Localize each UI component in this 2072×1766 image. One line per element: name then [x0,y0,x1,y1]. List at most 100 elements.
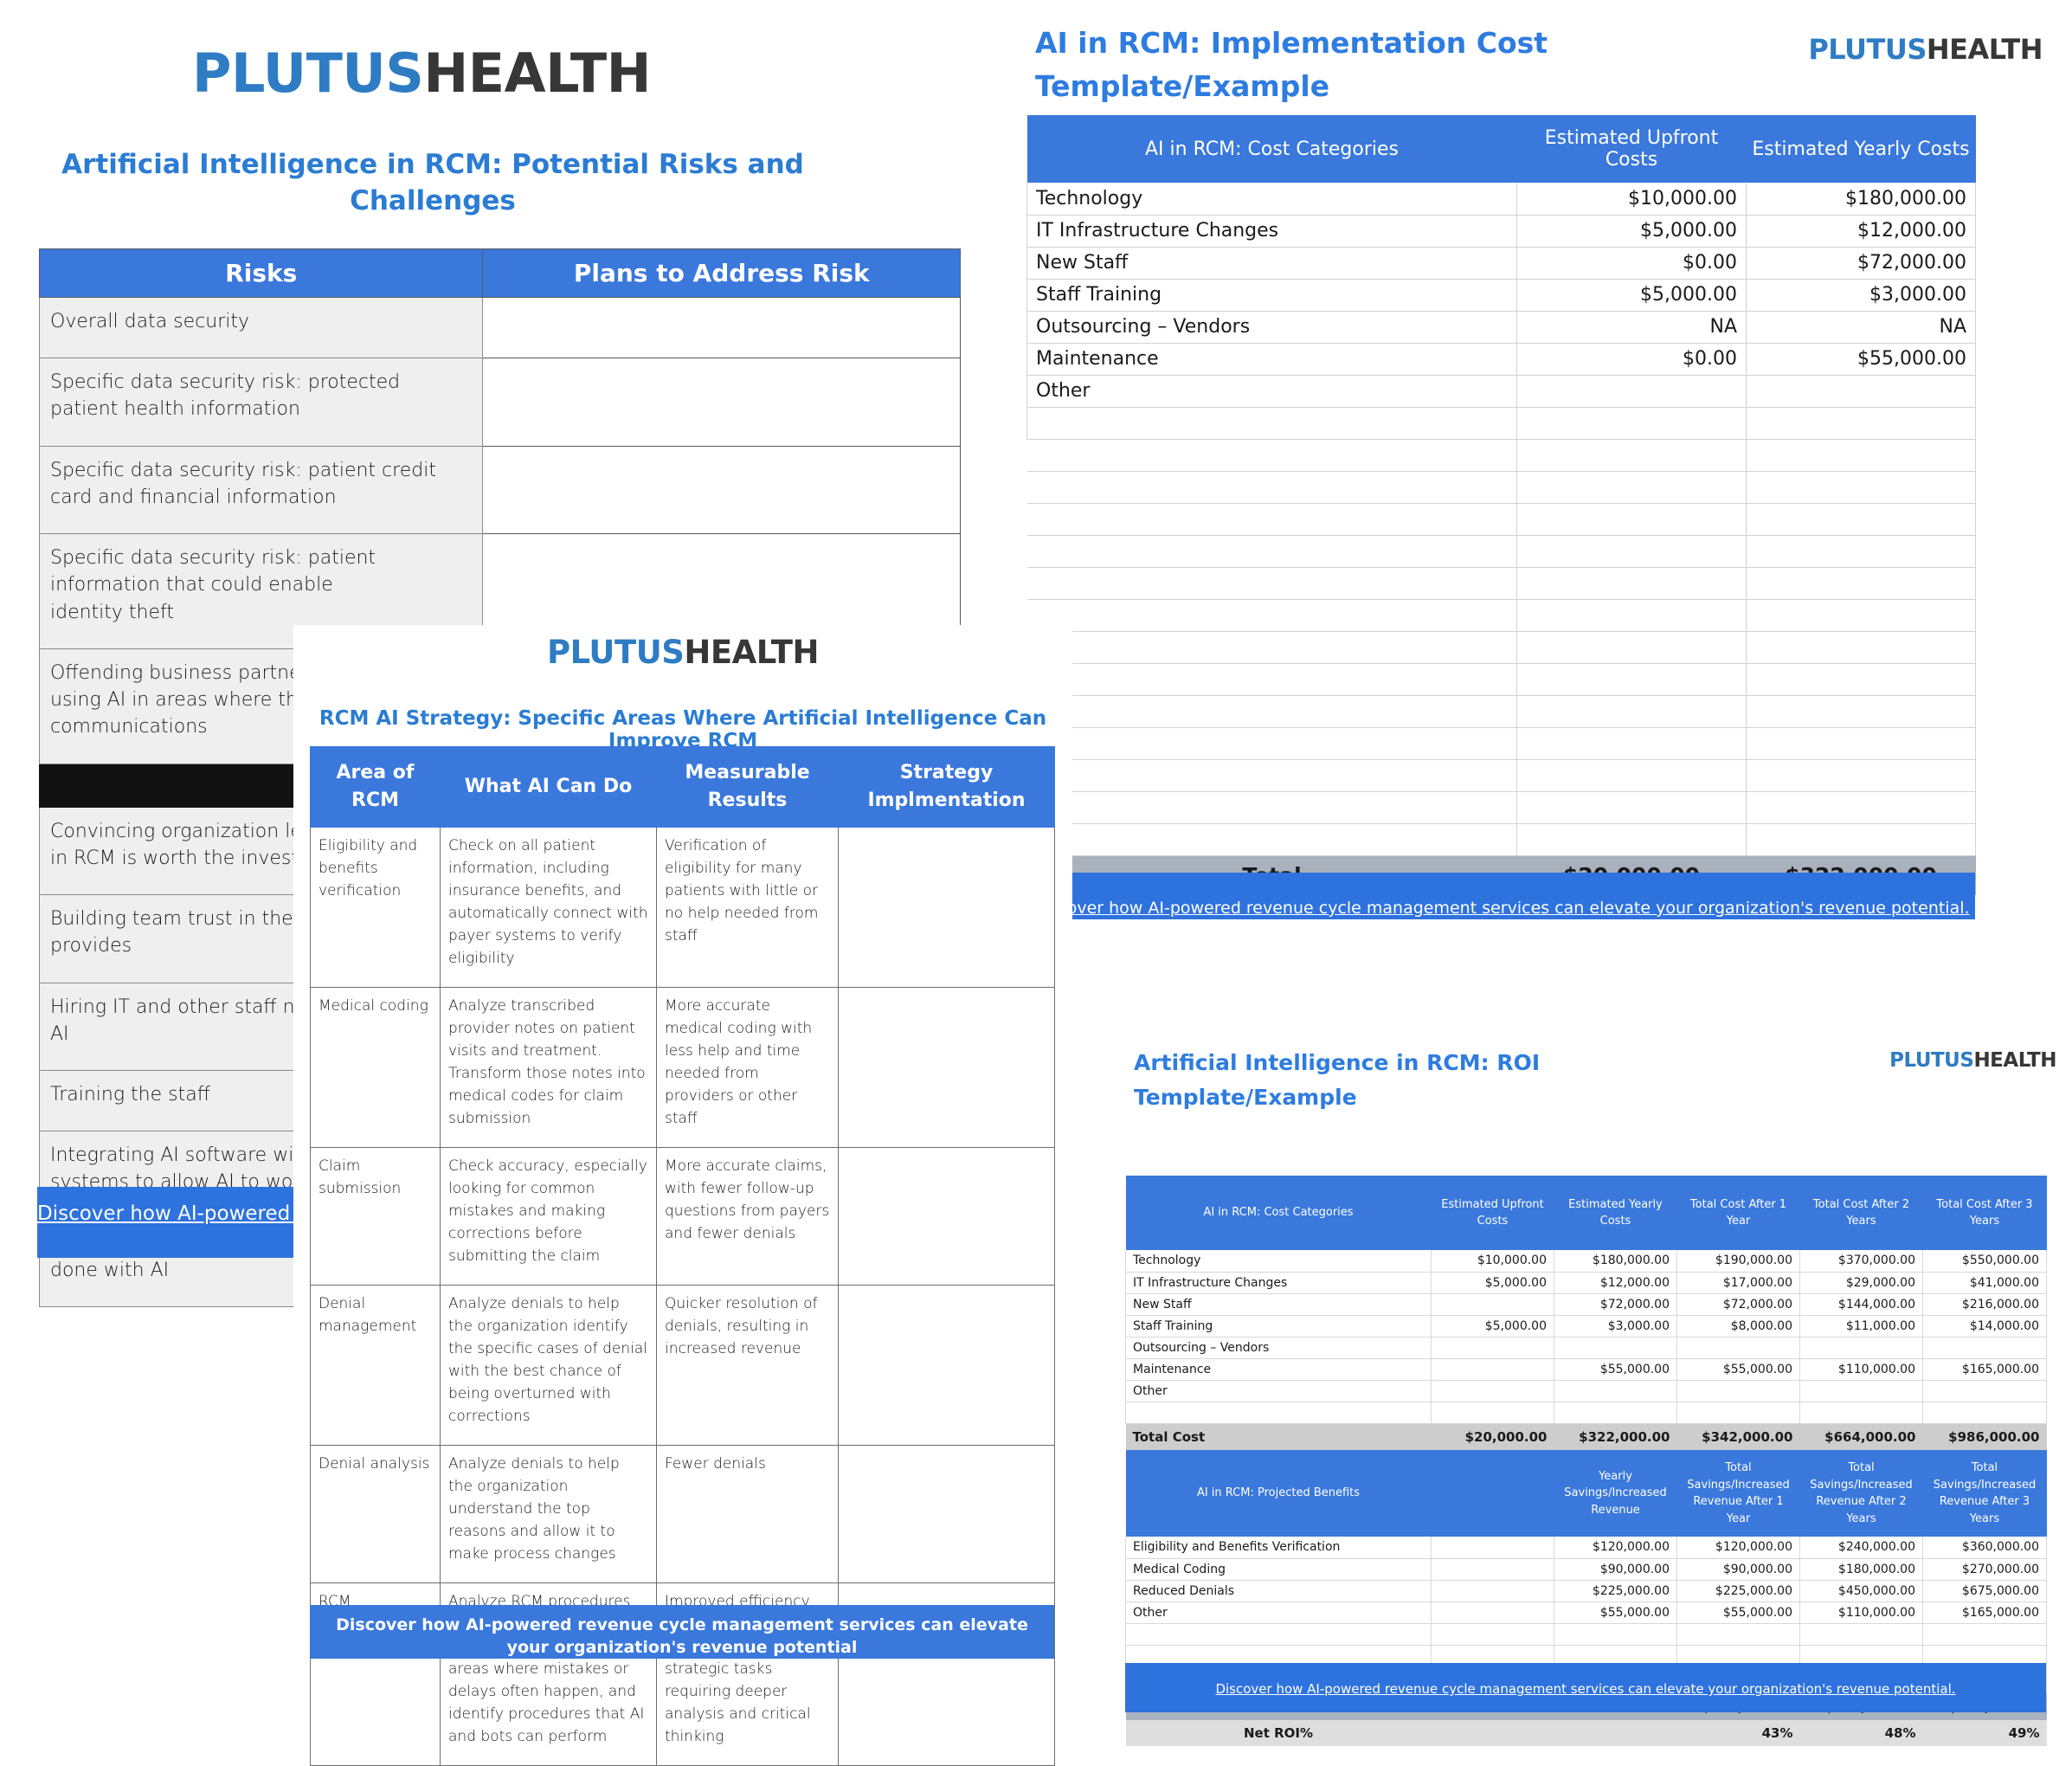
table-row [1026,599,1976,632]
table-header-row: Risks Plans to Address Risk [38,248,961,298]
risk-plan-cell[interactable] [482,296,961,359]
cost-category [1026,663,1517,696]
table-row: Denial analysis Analyze denials to help t… [310,1445,1055,1583]
plutushealth-logo: PLUTUSHEALTH [1889,1049,2056,1072]
table-row: Denial management Analyze denials to help… [310,1285,1055,1446]
col-yearly-savings: Yearly Savings/Increased Revenue [1554,1450,1677,1537]
benefit-blank [1431,1623,1554,1646]
savings-2yr: $450,000.00 [1799,1580,1923,1602]
savings-2yr: $110,000.00 [1799,1602,1923,1624]
logo-text-plutus: PLUTUS [192,42,424,105]
cost-category: Outsourcing – Vendors [1125,1337,1432,1359]
cost-cta-banner[interactable]: Discover how AI-powered revenue cycle ma… [1026,873,1975,919]
net-roi-percent-row: Net ROI% 43% 48% 49% [1125,1720,2047,1746]
upfront-cost [1516,695,1747,728]
benefit-blank [1431,1537,1554,1559]
table-row: IT Infrastructure Changes $5,000.00 $12,00… [1125,1272,2047,1294]
col-total-savings-3yr: Total Savings/Increased Revenue After 3 … [1922,1450,2047,1537]
cost-category: IT Infrastructure Changes [1125,1272,1432,1294]
col-total-1yr: Total Cost After 1 Year [1676,1176,1800,1250]
total-cost-row: Total Cost $20,000.00 $322,000.00 $342,000.… [1125,1423,2047,1450]
upfront-cost: $5,000.00 [1431,1272,1554,1294]
cost-cta-link[interactable]: Discover how AI-powered revenue cycle ma… [1032,899,1970,918]
table-row [1125,1623,2047,1646]
savings-3yr: $165,000.00 [1922,1602,2047,1624]
yearly-savings: $225,000.00 [1554,1580,1677,1602]
table-row [1026,471,1976,504]
table-row [1026,695,1976,728]
roi-cta-link[interactable]: Discover how AI-powered revenue cycle ma… [1215,1681,1956,1697]
risk-plan-cell[interactable] [482,445,961,535]
measurable-results: More accurate medical coding with less h… [656,987,839,1148]
strategy-implementation-cell[interactable] [838,1285,1055,1446]
total-2yr: $370,000.00 [1799,1250,1923,1273]
total-2yr: $11,000.00 [1799,1315,1923,1337]
yearly-cost [1746,663,1976,696]
roi-cta-banner[interactable]: Discover how AI-powered revenue cycle ma… [1125,1663,2046,1712]
table-row: Claim submission Check accuracy, especial… [310,1147,1055,1286]
benefit-category: Reduced Denials [1125,1580,1432,1602]
cost-category [1026,695,1517,728]
table-header-row: Area of RCM What AI Can Do Measurable Re… [310,746,1055,828]
total-cost-3yr: $986,000.00 [1922,1423,2047,1450]
roi-table-wrap: AI in RCM: Cost Categories Estimated Upfr… [1125,1176,2047,1746]
plutushealth-logo: PLUTUSHEALTH [293,634,1072,671]
net-roi-percent-1yr: 43% [1676,1720,1800,1746]
page-title-roi: Artificial Intelligence in RCM: ROI Temp… [1134,1050,1541,1110]
yearly-cost: $3,000.00 [1746,279,1976,312]
yearly-cost [1746,535,1976,568]
yearly-cost [1746,439,1976,472]
col-measurable-results: Measurable Results [656,746,839,828]
upfront-cost [1516,727,1747,760]
col-blank [1431,1450,1554,1537]
table-row [1026,759,1976,792]
what-ai-can-do: Check accuracy, especially looking for c… [440,1147,657,1286]
savings-1yr: $90,000.00 [1676,1558,1800,1581]
savings-2yr [1799,1623,1923,1646]
upfront-cost [1431,1380,1554,1402]
col-upfront-cost: Estimated Upfront Costs [1431,1176,1554,1250]
cost-category: Technology [1026,183,1517,216]
total-1yr: $72,000.00 [1676,1293,1800,1316]
col-risks: Risks [38,248,484,298]
cost-category [1026,759,1517,792]
col-area-of-rcm: Area of RCM [310,746,441,828]
total-2yr: $110,000.00 [1799,1358,1923,1381]
benefit-category: Medical Coding [1125,1558,1432,1581]
col-yearly-cost: Estimated Yearly Costs [1554,1176,1677,1250]
total-1yr: $190,000.00 [1676,1250,1800,1273]
cost-category [1026,823,1517,856]
total-3yr [1922,1337,2047,1359]
logo-text-health: HEALTH [1926,33,2043,66]
strategy-implementation-cell[interactable] [838,1147,1055,1286]
cost-category: Outsourcing – Vendors [1026,311,1517,344]
table-row [1125,1402,2047,1424]
upfront-cost: $5,000.00 [1516,215,1747,248]
upfront-cost: $10,000.00 [1431,1250,1554,1273]
total-2yr: $144,000.00 [1799,1293,1923,1316]
what-ai-can-do: Analyze transcribed provider notes on pa… [440,987,657,1148]
table-row: Eligibility and benefits verification Che… [310,827,1055,988]
strategy-implementation-cell[interactable] [838,1445,1055,1583]
risk-label: Specific data security risk: patient cre… [38,445,484,535]
strategy-cta-banner[interactable]: Discover how AI-powered revenue cycle ma… [310,1605,1054,1659]
table-row: Other [1026,375,1976,408]
cost-category [1026,503,1517,536]
risk-plan-cell[interactable] [482,358,961,447]
yearly-cost: $55,000.00 [1554,1358,1677,1381]
upfront-cost [1516,791,1747,824]
table-row: Maintenance $0.00 $55,000.00 [1026,343,1976,376]
strategy-implementation-cell[interactable] [838,987,1055,1148]
upfront-cost [1516,407,1747,440]
table-row [1026,791,1976,824]
col-total-2yr: Total Cost After 2 Years [1799,1176,1923,1250]
yearly-cost: $12,000.00 [1746,215,1976,248]
col-cost-categories: AI in RCM: Cost Categories [1026,115,1517,183]
yearly-cost [1746,759,1976,792]
strategy-implementation-cell[interactable] [838,827,1055,988]
upfront-cost [1516,471,1747,504]
upfront-cost [1516,503,1747,536]
strategy-cta-link[interactable]: Discover how AI-powered revenue cycle ma… [336,1615,1028,1657]
panel-implementation-cost: AI in RCM: Implementation Cost Template/… [1026,0,2072,987]
table-row [1026,503,1976,536]
